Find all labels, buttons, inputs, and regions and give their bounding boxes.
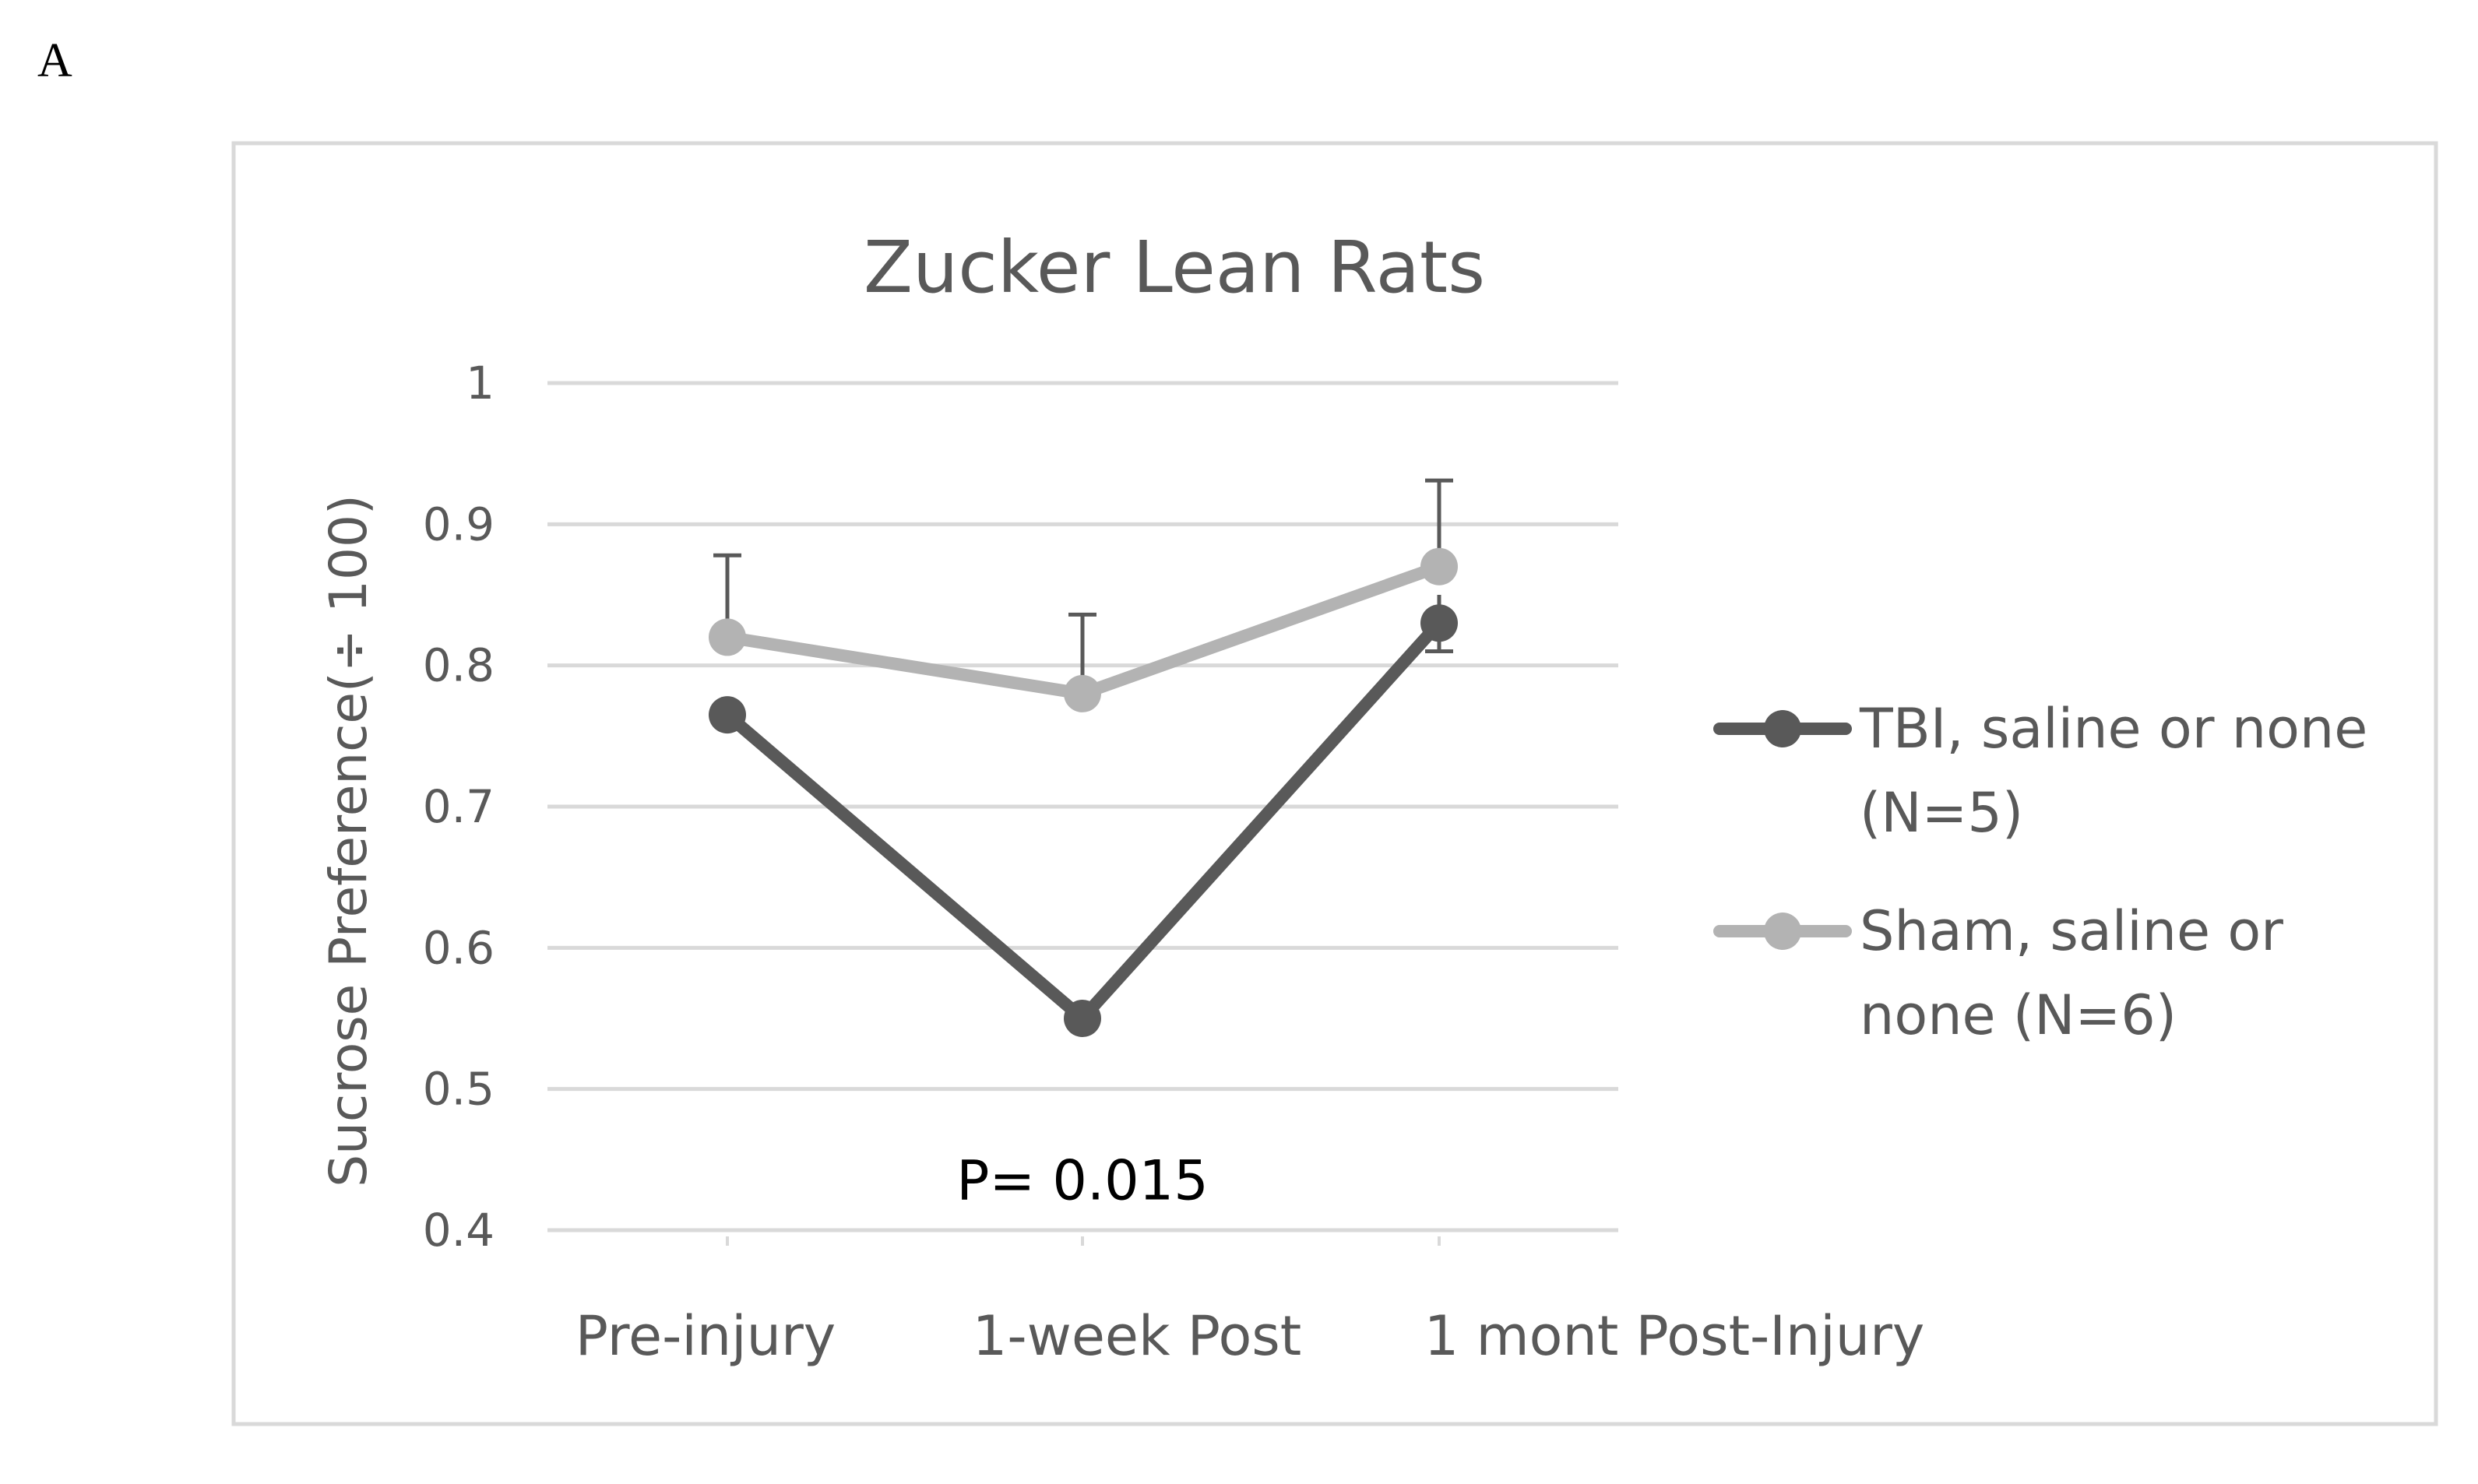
y-tick-label: 0.4: [423, 1204, 495, 1257]
series-group: [709, 478, 1458, 1037]
y-tick-label: 0.6: [423, 921, 495, 974]
y-tick-labels: 0.4 0.5 0.6 0.7 0.8 0.9 1: [423, 357, 495, 1257]
y-axis-label: Sucrose Preference(÷ 100): [319, 494, 378, 1187]
data-point: [1420, 547, 1458, 586]
legend-entry-label: TBI, saline or none: [1859, 697, 2367, 761]
y-tick-label: 0.9: [423, 498, 495, 550]
legend-swatch-marker: [1764, 913, 1801, 950]
y-tick-label: 0.5: [423, 1063, 495, 1116]
category-label: 1 mont Post-Injury: [1424, 1304, 1925, 1368]
legend: TBI, saline or none (N=5) Sham, saline or n…: [1713, 697, 2367, 1047]
data-point: [1064, 674, 1101, 712]
data-point: [709, 618, 746, 656]
data-point: [1420, 604, 1458, 642]
category-labels: Pre-injury 1-week Post 1 mont Post-Injury: [576, 1304, 1925, 1368]
y-tick-label: 0.7: [423, 780, 495, 833]
category-label: 1-week Post: [973, 1304, 1301, 1368]
legend-entry-label: Sham, saline or: [1860, 899, 2283, 963]
legend-entry-label: none (N=6): [1860, 983, 2177, 1047]
chart-frame: [231, 141, 2438, 1426]
annotations: P= 0.015: [956, 1149, 1209, 1213]
panel-label: A: [37, 34, 72, 87]
data-point: [709, 696, 746, 734]
x-tick-marks: [726, 1236, 1441, 1246]
chart-title: Zucker Lean Rats: [864, 226, 1485, 309]
category-label: Pre-injury: [576, 1304, 836, 1368]
legend-entry-label: (N=5): [1860, 781, 2023, 845]
p-value-annotation: P= 0.015: [956, 1149, 1209, 1213]
y-tick-label: 0.8: [423, 639, 495, 692]
y-tick-label: 1: [466, 357, 495, 410]
legend-swatch-marker: [1764, 710, 1801, 747]
data-point: [1064, 1000, 1101, 1037]
